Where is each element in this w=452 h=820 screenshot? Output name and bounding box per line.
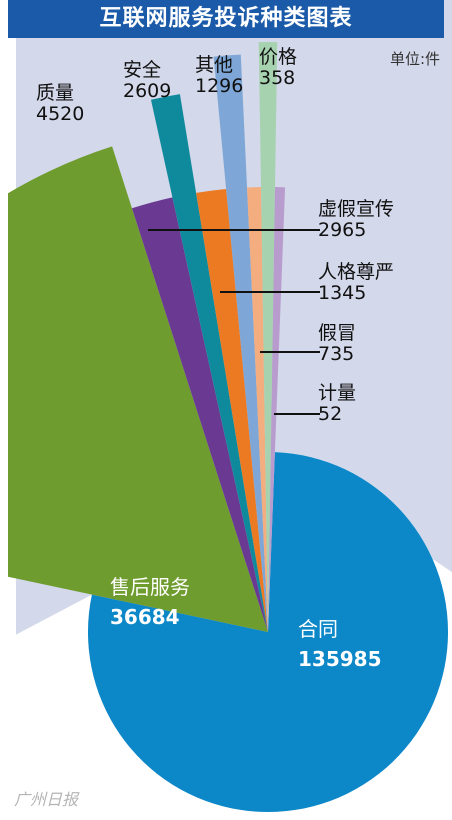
label-hetong-name: 合同 [298,617,338,641]
label-hetong-value: 135985 [298,647,382,671]
label-qita: 其他 1296 [195,55,243,97]
pie-slice-6 [213,54,268,632]
label-xujia-name: 虚假宣传 [318,198,395,220]
label-hetong: 合同 135985 [298,614,382,674]
label-renge-value: 1345 [318,282,367,304]
chart-title: 互联网服务投诉种类图表 [8,0,444,38]
label-anquan: 安全 2609 [123,60,171,102]
label-jiliang-value: 52 [318,403,343,425]
label-qita-name: 其他 [195,54,234,76]
pie-slice-9 [268,187,286,632]
label-shouhou-name: 售后服务 [110,575,190,599]
label-shouhou-value: 36684 [110,605,180,629]
label-xujia-value: 2965 [318,219,367,241]
label-jiage-value: 358 [259,67,296,89]
label-zhiliang-value: 4520 [36,103,85,125]
label-jiage-name: 价格 [259,46,298,68]
pie-slice-7 [247,187,268,632]
pie-slice-4 [150,94,268,632]
leader-lines [148,229,320,415]
pie-slices [8,42,448,812]
label-jiamao: 假冒 735 [318,323,356,365]
pie-slice-2 [8,146,268,632]
pie-slice-5 [196,188,268,633]
pie-slice-8 [258,42,278,632]
label-jiliang-name: 计量 [318,382,357,404]
label-xujia: 虚假宣传 2965 [318,199,394,241]
label-renge-name: 人格尊严 [318,261,395,283]
chart-bottom-mask [16,452,452,812]
unit-label: 单位:件 [389,50,440,68]
label-jiamao-value: 735 [318,343,355,365]
label-shouhou: 售后服务 36684 [110,572,190,632]
pie-chart [8,0,452,812]
label-zhiliang: 质量 4520 [36,83,84,125]
pie-slice-3 [131,197,268,632]
newspaper-logo: 广州日报 [14,790,79,809]
label-qita-value: 1296 [195,75,244,97]
chart-panel [8,0,452,812]
label-renge: 人格尊严 1345 [318,262,394,304]
label-jiamao-name: 假冒 [318,322,357,344]
label-anquan-name: 安全 [123,59,162,81]
label-jiage: 价格 358 [259,47,297,89]
pie-slice-0 [87,452,448,812]
label-anquan-value: 2609 [123,80,172,102]
label-jiliang: 计量 52 [318,383,356,425]
label-zhiliang-name: 质量 [36,82,75,104]
